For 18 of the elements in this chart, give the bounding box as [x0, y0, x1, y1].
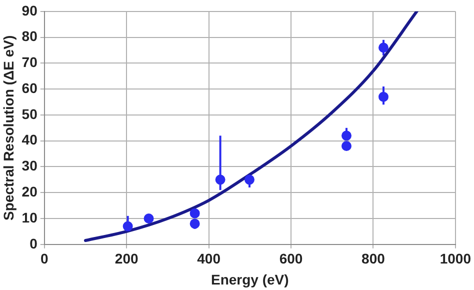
- y-tick-label: 10: [22, 209, 38, 226]
- x-axis-title: Energy (eV): [210, 271, 289, 288]
- y-tick-label: 70: [22, 54, 38, 70]
- x-tick-label: 400: [197, 250, 221, 267]
- x-tick-label: 600: [279, 250, 303, 267]
- y-tick-label: 30: [22, 158, 38, 174]
- y-tick-label: 40: [22, 132, 38, 148]
- y-tick-label: 50: [22, 106, 38, 122]
- y-tick-label: 90: [22, 2, 38, 18]
- y-tick-label: 0: [30, 235, 38, 252]
- y-tick-label: 80: [22, 28, 38, 44]
- x-tick-label: 1000: [440, 250, 472, 267]
- x-tick-label: 0: [40, 250, 48, 267]
- y-tick-label: 60: [22, 80, 38, 96]
- x-tick-label: 800: [362, 250, 386, 267]
- y-axis-title: Spectral Resolution (ΔE eV): [0, 35, 16, 220]
- x-tick-label: 200: [114, 250, 138, 267]
- y-tick-label: 20: [22, 183, 38, 200]
